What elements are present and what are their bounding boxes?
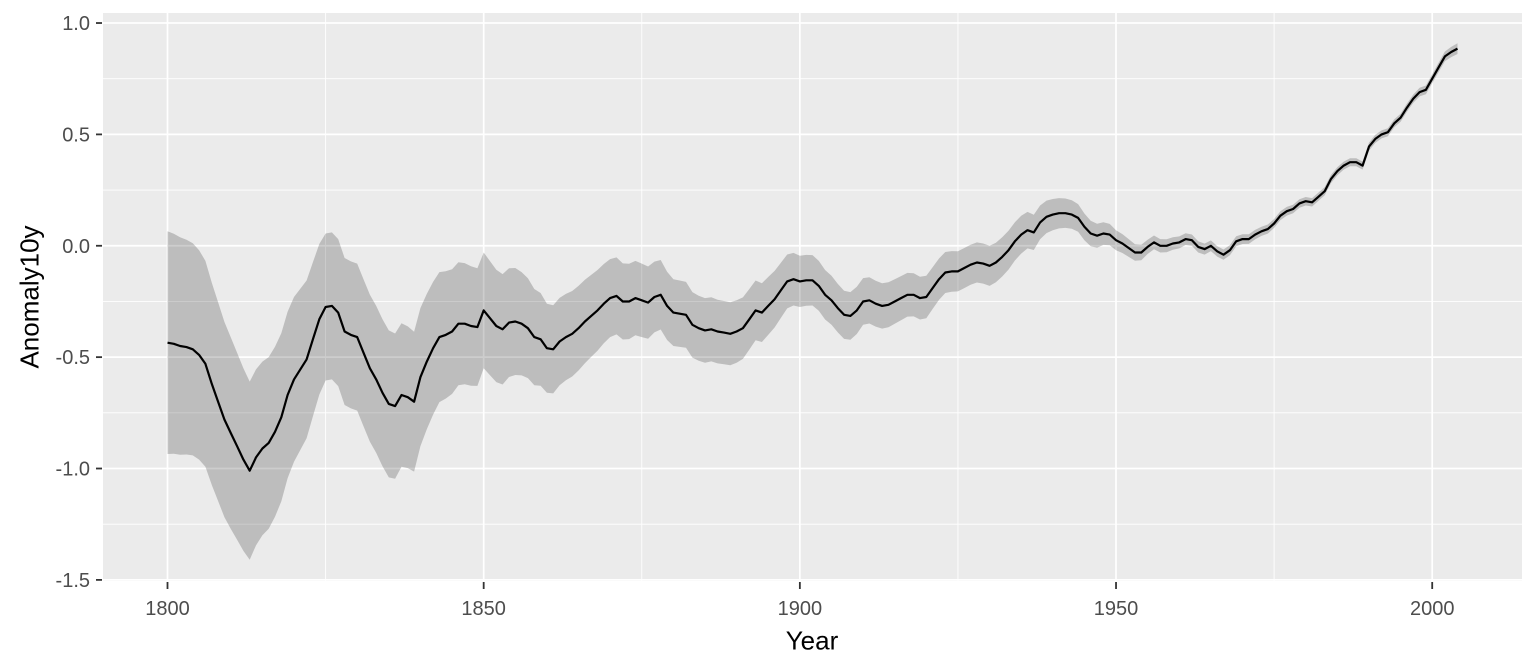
y-tick-label: -0.5 [56,347,90,369]
uncertainty-ribbon [167,43,1458,560]
x-axis-title: Year [785,625,839,656]
x-tick-label: 1800 [145,598,190,620]
anomaly-line [167,47,1459,472]
plot-panel [103,13,1522,581]
x-tick-label: 1950 [1094,598,1139,620]
y-tick-label: -1.5 [56,570,90,592]
y-axis-title: Anomaly10y [14,225,45,369]
x-tick-label: 1900 [778,598,823,620]
x-tick-label: 2000 [1410,598,1455,620]
y-tick-label: 1.0 [62,13,90,35]
x-tick-label: 1850 [461,598,506,620]
y-tick-label: -1.0 [56,459,90,481]
y-tick-label: 0.0 [62,236,90,258]
y-tick-label: 0.5 [62,124,90,146]
